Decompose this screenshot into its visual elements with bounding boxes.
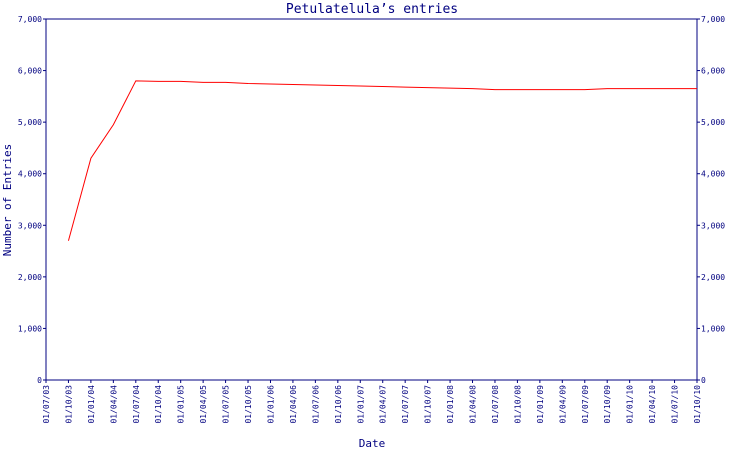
x-tick-label: 01/01/05 [177, 385, 186, 424]
y-tick-label: 7,000 [18, 15, 42, 24]
y2-tick-label: 3,000 [701, 221, 725, 230]
x-tick-label: 01/04/09 [558, 385, 567, 424]
x-tick-label: 01/04/06 [289, 385, 298, 424]
x-tick-label: 01/10/10 [693, 385, 702, 424]
line [67, 80, 697, 241]
x-tick-label: 01/04/08 [469, 385, 478, 424]
x-tick-label: 01/07/04 [132, 385, 141, 424]
x-tick-label: 01/04/07 [379, 385, 388, 424]
y-tick-label: 6,000 [18, 67, 42, 76]
x-tick-label: 01/07/06 [311, 385, 320, 424]
y-tick-label: 2,000 [18, 273, 42, 282]
x-tick-label: 01/01/04 [87, 385, 96, 424]
x-tick-label: 01/10/08 [513, 385, 522, 424]
y2-tick-label: 7,000 [701, 15, 725, 24]
y2-tick-label: 0 [701, 376, 706, 385]
x-tick-label: 01/01/10 [626, 385, 635, 424]
x-tick-label: 01/10/04 [154, 385, 163, 424]
x-tick-label: 01/10/09 [603, 385, 612, 424]
x-tick-label: 01/04/10 [648, 385, 657, 424]
x-tick-label: 01/01/07 [356, 385, 365, 424]
x-tick-label: 01/07/05 [222, 385, 231, 424]
x-tick-label: 01/07/10 [671, 385, 680, 424]
x-tick-label: 01/01/08 [446, 385, 455, 424]
y2-tick-label: 5,000 [701, 118, 725, 127]
y-axis-label: Number of Entries [1, 144, 14, 257]
x-tick-label: 01/07/03 [42, 385, 51, 424]
y2-tick-label: 6,000 [701, 67, 725, 76]
y-tick-label: 4,000 [18, 170, 42, 179]
y2-tick-label: 2,000 [701, 273, 725, 282]
y-tick-label: 0 [37, 376, 42, 385]
y-tick-label: 5,000 [18, 118, 42, 127]
x-tick-label: 01/01/06 [266, 385, 275, 424]
x-tick-label: 01/10/06 [334, 385, 343, 424]
plot-frame [45, 18, 698, 381]
x-tick-label: 01/01/09 [536, 385, 545, 424]
x-tick-label: 01/04/04 [109, 385, 118, 424]
y2-tick-label: 4,000 [701, 170, 725, 179]
x-tick-label: 01/10/03 [64, 385, 73, 424]
x-tick-label: 01/10/05 [244, 385, 253, 424]
x-tick-label: 01/07/07 [401, 385, 410, 424]
y-tick-label: 1,000 [18, 324, 42, 333]
y2-tick-label: 1,000 [701, 324, 725, 333]
x-tick-label: 01/04/05 [199, 385, 208, 424]
x-tick-label: 01/10/07 [424, 385, 433, 424]
chart-title: Petulatelula’s entries [286, 2, 458, 17]
x-tick-label: 01/07/08 [491, 385, 500, 424]
y-tick-label: 3,000 [18, 221, 42, 230]
x-tick-label: 01/07/09 [581, 385, 590, 424]
x-axis-label: Date [359, 437, 386, 450]
